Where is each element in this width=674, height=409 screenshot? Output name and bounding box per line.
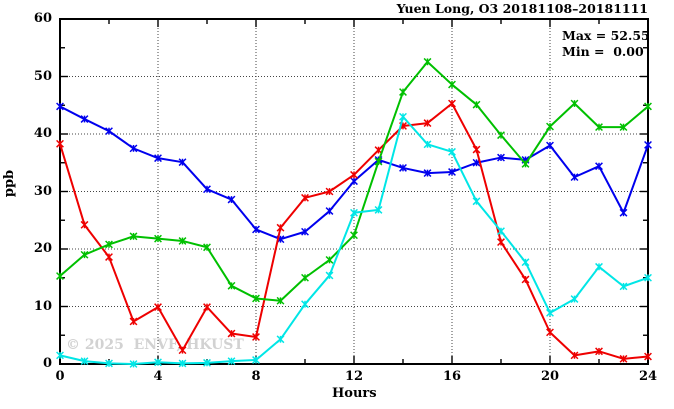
max-min-legend: Max = 52.55 Min = 0.00 <box>562 28 650 60</box>
chart-title: Yuen Long, O3 20181108–20181111 <box>396 1 648 16</box>
y-tick-label: 30 <box>33 183 52 199</box>
y-tick-label: 40 <box>33 126 52 141</box>
x-tick-label: 12 <box>344 369 364 384</box>
x-tick-label: 0 <box>55 369 65 384</box>
legend-min-line: Min = 0.00 <box>562 44 644 59</box>
y-tick-label: 50 <box>33 68 52 84</box>
x-tick-label: 20 <box>540 369 560 384</box>
watermark-text: © 2025 ENVF, HKUST <box>66 337 244 353</box>
legend-max-line: Max = 52.55 <box>562 28 650 43</box>
y-tick-label: 20 <box>33 241 52 256</box>
x-tick-label: 8 <box>251 369 261 384</box>
y-tick-label: 10 <box>33 298 52 314</box>
x-tick-label: 16 <box>442 369 462 384</box>
x-axis-label: Hours <box>332 386 377 401</box>
y-tick-label: 60 <box>33 11 52 26</box>
y-tick-label: 0 <box>42 356 52 371</box>
x-tick-label: 4 <box>153 369 163 384</box>
x-tick-label: 24 <box>638 369 658 384</box>
